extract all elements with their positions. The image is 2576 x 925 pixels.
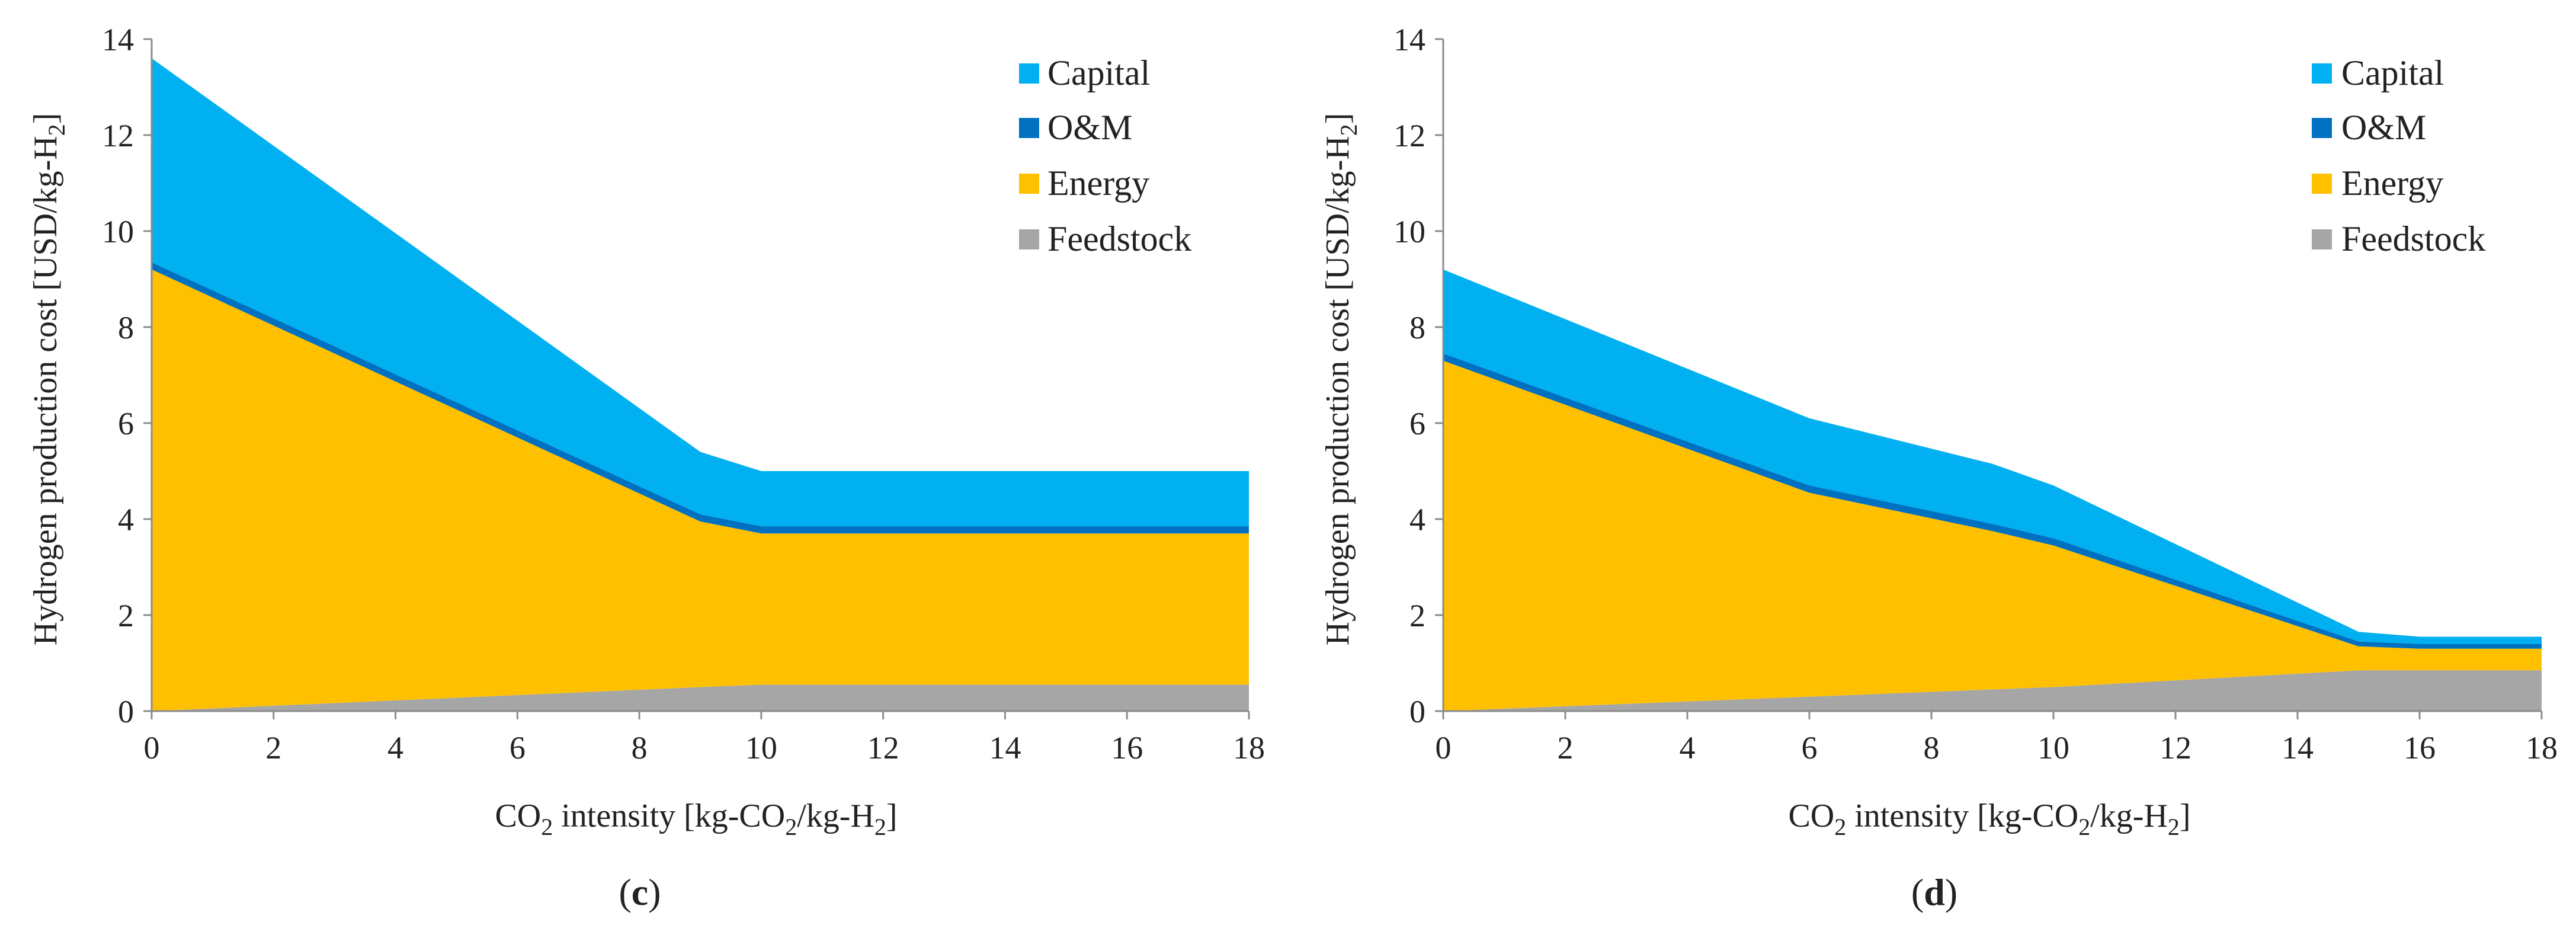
panel-d-x-axis-title: CO2 intensity [kg-CO2/kg-H2] <box>1788 798 2190 840</box>
panel-c-x-tick-label: 6 <box>510 730 526 766</box>
panel-c-label: (c) <box>619 871 661 913</box>
panel-d-y-tick-label: 10 <box>1393 214 1425 249</box>
panel-c-x-axis-title: CO2 intensity [kg-CO2/kg-H2] <box>495 798 897 840</box>
panel-c-area-feedstock <box>152 684 1249 711</box>
panel-c-y-tick-label: 12 <box>102 118 134 153</box>
legend-swatch-energy <box>1019 174 1039 194</box>
panel-c-x-tick-label: 16 <box>1111 730 1143 766</box>
panel-d-legend: Capital O&M Energy Feedstock <box>2312 53 2485 258</box>
legend-swatch-om <box>2312 118 2332 138</box>
legend-swatch-feedstock <box>1019 229 1039 249</box>
panel-d: 0 2 4 6 8 10 12 14 16 18 0 2 4 6 8 10 12 14 Hydrogen pro… <box>1319 22 2558 913</box>
panel-c-y-tick-label: 14 <box>102 22 134 57</box>
panel-c-area-capital <box>152 58 1249 527</box>
panel-d-y-tick-label: 12 <box>1393 118 1425 153</box>
legend-label-om: O&M <box>1047 108 1132 147</box>
panel-c-x-tick-label: 8 <box>632 730 648 766</box>
panel-d-x-tick-label: 6 <box>1802 730 1818 766</box>
legend-label-energy: Energy <box>2341 164 2443 203</box>
panel-d-y-tick-label: 0 <box>1409 694 1425 729</box>
panel-c-x-tick-label: 12 <box>867 730 899 766</box>
legend-label-capital: Capital <box>1047 53 1150 92</box>
panel-d-x-tick-label: 18 <box>2526 730 2558 766</box>
panel-c-y-tick-label: 0 <box>118 694 134 729</box>
panel-c-y-tick-label: 8 <box>118 310 134 345</box>
panel-d-y-axis-title: Hydrogen production cost [USD/kg-H2] <box>1319 113 1362 646</box>
legend-swatch-capital <box>1019 63 1039 84</box>
panel-d-area-feedstock <box>1443 670 2542 711</box>
legend-swatch-feedstock <box>2312 229 2332 249</box>
panel-d-y-tick-label: 4 <box>1409 502 1425 537</box>
panel-d-x-tick-label: 4 <box>1680 730 1696 766</box>
panel-d-areas <box>1443 269 2542 711</box>
panel-c-y-ticks: 0 2 4 6 8 10 12 14 <box>102 22 152 729</box>
panel-d-x-tick-label: 16 <box>2404 730 2436 766</box>
panel-c-x-tick-label: 0 <box>144 730 160 766</box>
panel-d-y-ticks: 0 2 4 6 8 10 12 14 <box>1393 22 1443 729</box>
panel-c-y-tick-label: 10 <box>102 214 134 249</box>
panel-c-x-ticks: 0 2 4 6 8 10 12 14 16 18 <box>144 711 1265 766</box>
legend-swatch-energy <box>2312 174 2332 194</box>
legend-label-energy: Energy <box>1047 164 1149 203</box>
panel-c-y-tick-label: 2 <box>118 598 134 633</box>
panel-d-x-tick-label: 14 <box>2282 730 2314 766</box>
panel-d-area-energy <box>1443 360 2542 711</box>
panel-c: 0 2 4 6 8 10 12 14 16 18 0 2 4 6 8 10 12 14 Hydrogen pro… <box>27 22 1265 913</box>
panel-d-y-tick-label: 6 <box>1409 406 1425 441</box>
panel-c-area-energy <box>152 269 1249 711</box>
panel-c-x-tick-label: 14 <box>989 730 1021 766</box>
legend-label-om: O&M <box>2341 108 2426 147</box>
panel-c-legend: Capital O&M Energy Feedstock <box>1019 53 1191 258</box>
panel-c-areas <box>152 58 1249 711</box>
panel-c-x-tick-label: 4 <box>387 730 403 766</box>
panel-d-x-tick-label: 0 <box>1436 730 1452 766</box>
panel-c-x-tick-label: 2 <box>265 730 281 766</box>
legend-swatch-capital <box>2312 63 2332 84</box>
panel-c-y-tick-label: 6 <box>118 406 134 441</box>
legend-label-feedstock: Feedstock <box>1047 219 1191 258</box>
panel-d-x-tick-label: 10 <box>2037 730 2069 766</box>
legend-swatch-om <box>1019 118 1039 138</box>
panel-c-x-tick-label: 18 <box>1233 730 1265 766</box>
legend-label-capital: Capital <box>2341 53 2444 92</box>
panel-c-x-tick-label: 10 <box>745 730 777 766</box>
panel-d-x-tick-label: 2 <box>1558 730 1574 766</box>
panel-c-y-tick-label: 4 <box>118 502 134 537</box>
panel-c-y-axis-title: Hydrogen production cost [USD/kg-H2] <box>27 113 70 646</box>
panel-d-y-tick-label: 14 <box>1393 22 1425 57</box>
panel-d-label: (d) <box>1911 871 1957 913</box>
panel-d-y-tick-label: 2 <box>1409 598 1425 633</box>
panel-d-x-tick-label: 12 <box>2160 730 2191 766</box>
panel-d-y-tick-label: 8 <box>1409 310 1425 345</box>
panel-d-x-ticks: 0 2 4 6 8 10 12 14 16 18 <box>1436 711 2558 766</box>
panel-d-x-tick-label: 8 <box>1924 730 1940 766</box>
legend-label-feedstock: Feedstock <box>2341 219 2485 258</box>
